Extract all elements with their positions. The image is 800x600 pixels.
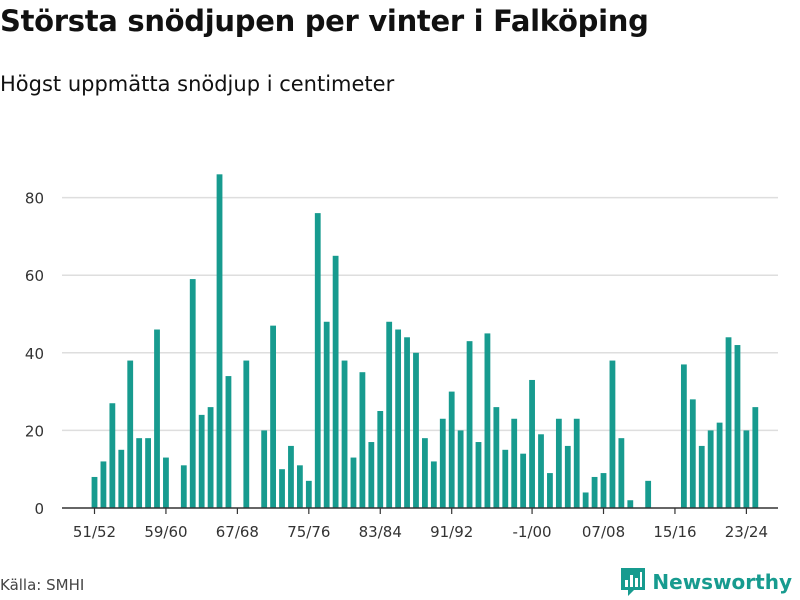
bar (538, 434, 544, 508)
bar (413, 352, 419, 508)
bar (109, 403, 116, 508)
bar (216, 174, 223, 508)
bar (207, 407, 214, 508)
newsworthy-logo: Newsworthy (620, 567, 792, 597)
axes: 0 20 40 60 80 51/52 59/60 67/68 75/76 83/84 91/92 -… (25, 190, 778, 541)
x-tick-label: 23/24 (725, 523, 768, 541)
bar (127, 360, 134, 508)
y-tick-label: 80 (25, 190, 44, 208)
bar (323, 321, 330, 508)
bar (520, 453, 527, 508)
bar (466, 341, 473, 508)
x-tick-label: -1/00 (513, 523, 552, 541)
bar (743, 430, 750, 508)
bar (591, 476, 598, 508)
bar (734, 345, 741, 508)
brand-name: Newsworthy (652, 570, 792, 594)
x-tick-label: 67/68 (216, 523, 259, 541)
bar (645, 480, 652, 508)
bar-chart-logo-icon (621, 568, 646, 596)
bar (198, 414, 205, 508)
bars (91, 174, 759, 508)
bar (163, 457, 169, 508)
bar (154, 329, 160, 508)
bar (118, 449, 125, 508)
bar (422, 438, 428, 508)
x-tick-label: 75/76 (287, 523, 330, 541)
chart-subtitle: Högst uppmätta snödjup i centimeter (0, 72, 395, 96)
x-tick-label: 51/52 (73, 523, 116, 541)
bar (91, 476, 98, 508)
gridlines (62, 196, 778, 432)
bar-chart: 0 20 40 60 80 51/52 59/60 67/68 75/76 83/84 91/92 -… (25, 174, 778, 541)
bar (395, 329, 402, 508)
bar (555, 418, 562, 508)
bar (680, 364, 687, 508)
bar (332, 255, 339, 508)
bar (457, 430, 464, 508)
bar (314, 213, 321, 508)
bar (475, 442, 482, 508)
bar (180, 465, 187, 508)
bar (100, 461, 107, 508)
bar (752, 407, 759, 508)
bar (725, 337, 732, 508)
x-tick-label: 07/08 (582, 523, 625, 541)
bar (564, 445, 571, 508)
bar (305, 480, 312, 508)
y-tick-label: 40 (25, 345, 44, 363)
bar (270, 325, 276, 508)
bar (404, 337, 410, 508)
x-tick-label: 83/84 (359, 523, 402, 541)
bar (493, 407, 500, 508)
bar (698, 445, 705, 508)
bar (547, 473, 553, 508)
bar (243, 360, 250, 508)
bar (529, 379, 535, 508)
bar (279, 469, 285, 508)
y-tick-label: 60 (25, 267, 44, 285)
bar (609, 360, 616, 508)
bar (189, 279, 196, 508)
bar (573, 418, 580, 508)
bar (689, 399, 696, 508)
bar (350, 457, 357, 508)
bar (296, 465, 303, 508)
chart-title: Största snödjupen per vinter i Falköping (0, 4, 649, 38)
bar (582, 492, 589, 508)
y-tick-label: 20 (25, 422, 44, 440)
bar (448, 391, 455, 508)
x-tick-label: 15/16 (653, 523, 696, 541)
bar (511, 418, 518, 508)
bar (288, 445, 294, 508)
bar (368, 442, 375, 508)
bar (502, 449, 509, 508)
bar (627, 500, 634, 508)
bar (600, 473, 607, 508)
bar (341, 360, 348, 508)
bar (386, 321, 393, 508)
bar (377, 411, 384, 508)
bar (225, 376, 232, 508)
bar (261, 430, 268, 508)
bar (359, 372, 366, 508)
source-note: Källa: SMHI (0, 576, 85, 594)
bar (716, 422, 723, 508)
bar (136, 438, 143, 508)
bar (707, 430, 714, 508)
bar (484, 333, 491, 508)
bar (430, 461, 437, 508)
x-tick-label: 91/92 (430, 523, 473, 541)
bar (618, 438, 625, 508)
bar (145, 438, 151, 508)
bar (439, 418, 446, 508)
x-tick-label: 59/60 (144, 523, 187, 541)
y-tick-label: 0 (34, 500, 44, 518)
